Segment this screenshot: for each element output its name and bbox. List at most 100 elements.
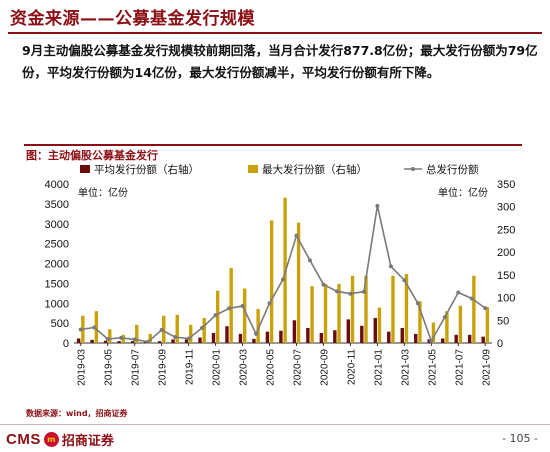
line-total-point [200,325,205,330]
bar-maximum [472,275,476,343]
figure-title: 图：主动偏股公募基金发行 [26,149,158,162]
x-tick-label: 2020-03 [239,349,250,386]
bar-average [306,328,310,343]
bar-maximum [94,311,99,343]
bar-average [427,339,431,343]
x-tick-label: 2021-09 [481,349,492,386]
line-total-point [227,306,232,311]
page-description: 9月主动偏股公募基金发行规模较前期回落，当月合计发行877.8亿份；最大发行份额… [22,43,538,80]
line-total-point [267,301,272,306]
line-total-point [321,282,326,287]
y-left-unit: 单位：亿份 [78,186,128,199]
page-title: 资金来源——公募基金发行规模 [10,9,255,29]
line-total-point [307,258,312,263]
bar-average [211,333,216,343]
line-total-point [442,315,447,320]
line-total-point [334,289,339,294]
bar-maximum [175,314,179,343]
legend-swatch-average [80,165,90,173]
footer-divider [0,424,550,425]
bar-average [157,341,162,343]
bar-average [184,339,189,343]
bar-maximum [485,307,490,343]
bar-average [279,330,283,343]
legend-label-total: 总发行份额 [426,163,479,176]
bar-average [198,337,202,343]
bar-maximum [431,322,436,343]
line-total-point [240,304,245,309]
line-total [80,205,486,343]
line-total-point [92,325,97,330]
bar-maximum [377,307,382,343]
bar-average [292,320,297,343]
line-total-point [375,203,380,208]
bar-average [346,319,351,343]
bar-maximum [418,301,422,343]
line-total-point [456,290,461,295]
fund-issuance-chart: 0 500 1000 1500 2000 2500 3000 3500 4000 0 50 100 15… [45,163,516,386]
bar-average [90,339,94,343]
cms-logo: CMS m 招商证券 [6,430,114,449]
y-left-tick-label: 1500 [45,278,69,290]
line-total-point [348,291,353,296]
bar-maximum [458,305,463,343]
chart-divider [24,144,522,146]
bar-maximum [229,268,233,343]
x-tick-label: 2021-03 [400,349,411,386]
bar-average [400,328,404,343]
bar-maximum [189,324,193,343]
bar-maximum [350,275,355,343]
y-left-tick-label: 500 [51,318,69,330]
bar-maximum [215,290,220,343]
bar-maximum [391,275,395,343]
bar-maximum [162,315,166,343]
bar-average [454,334,458,343]
bar-average [467,334,472,343]
x-tick-label: 2021-01 [373,349,384,386]
line-total-point [146,339,151,344]
bar-maximum [108,329,112,343]
line-total-point [415,301,420,306]
bar-maximum [310,286,314,343]
y-left-tick-label: 1000 [45,298,69,310]
x-tick-label: 2020-11 [346,349,357,385]
bar-maximum [121,334,125,343]
bar-maximum [242,288,247,343]
bar-average [373,318,377,343]
y-left-tick-label: 2000 [45,259,69,271]
bar-average [481,336,485,343]
legend-label-average: 平均发行份额（右轴） [94,163,199,176]
bar-maximum [256,308,260,343]
logo-text: CMS [6,430,41,448]
line-total-point [132,337,137,342]
x-tick-label: 2021-07 [454,349,465,386]
title-divider [8,32,542,34]
line-total-point [294,233,299,238]
line-total-point [388,264,393,269]
page-number: - 105 - [502,432,538,445]
y-right-tick-label: 0 [497,338,503,350]
bar-average [360,325,364,343]
x-tick-label: 2020-07 [292,349,303,386]
bar-average [252,338,256,343]
bar-average [225,326,229,343]
bar-average [319,333,324,343]
bar-average [238,333,243,343]
y-right-tick-label: 200 [497,247,515,259]
bar-maximum [296,222,301,343]
x-tick-label: 2019-07 [131,349,142,386]
bar-maximum [135,324,139,343]
y-left-tick-label: 0 [63,338,69,350]
line-total-point [429,339,434,344]
bar-maximum [364,275,368,343]
x-tick-label: 2019-09 [158,349,169,386]
line-total-point [173,335,178,340]
y-right-tick-label: 50 [497,315,509,327]
line-total-point [469,296,474,301]
legend-swatch-maximum [248,165,258,173]
bar-average [76,338,81,343]
x-tick-label: 2020-09 [319,349,330,386]
line-total-point [483,306,488,311]
x-tick-label: 2019-11 [185,349,196,385]
bar-average [144,341,148,343]
